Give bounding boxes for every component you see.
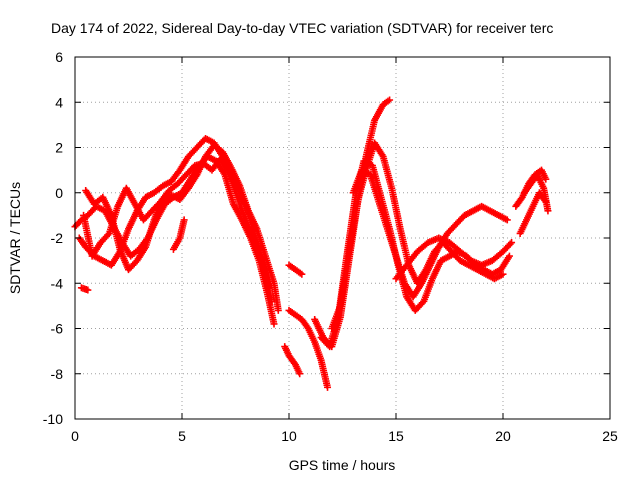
data-point	[508, 239, 516, 247]
series-track-9	[285, 306, 332, 391]
y-tick-label: -4	[51, 275, 64, 291]
y-tick-label: 2	[55, 140, 63, 156]
y-tick-label: -2	[51, 230, 64, 246]
x-tick-label: 20	[495, 428, 511, 444]
gridlines	[75, 57, 610, 419]
data-points	[71, 96, 552, 391]
y-tick-label: -8	[51, 366, 64, 382]
x-tick-label: 0	[71, 428, 79, 444]
series-track-14	[392, 234, 516, 283]
series-track-13	[349, 166, 511, 301]
x-tick-label: 5	[178, 428, 186, 444]
y-tick-label: -10	[43, 411, 63, 427]
series-track-8	[285, 261, 306, 278]
x-tick-label: 10	[281, 428, 297, 444]
data-point	[499, 270, 507, 278]
y-tick-label: 6	[55, 49, 63, 65]
data-point	[270, 320, 278, 328]
x-tick-label: 15	[388, 428, 404, 444]
chart-title: Day 174 of 2022, Sidereal Day-to-day VTE…	[51, 20, 553, 36]
series-track-17	[520, 171, 552, 215]
axis-ticks: 0 5 10 15 20 25 -10 -8 -6 -4 -2 0 2 4 6	[43, 49, 618, 444]
data-point	[296, 370, 304, 378]
data-point	[298, 270, 306, 278]
data-point	[324, 383, 332, 391]
series-track-2	[75, 134, 276, 305]
data-point	[418, 299, 426, 307]
data-point	[505, 252, 513, 260]
data-point	[506, 240, 514, 248]
x-tick-label: 25	[602, 428, 618, 444]
data-point	[542, 175, 550, 183]
data-point	[386, 96, 394, 104]
series-track-5	[77, 284, 92, 294]
y-tick-label: 4	[55, 94, 63, 110]
data-point	[84, 286, 92, 294]
series-track-7	[281, 343, 304, 378]
y-axis-label: SDTVAR / TECUs	[7, 182, 23, 294]
data-point	[503, 216, 511, 224]
series-track-6	[169, 216, 188, 253]
y-tick-label: -6	[51, 321, 64, 337]
series-track-4	[82, 141, 282, 314]
y-tick-label: 0	[55, 185, 63, 201]
data-point	[180, 216, 188, 224]
data-point	[104, 231, 112, 239]
x-axis-label: GPS time / hours	[289, 457, 396, 473]
data-point	[544, 207, 552, 215]
data-point	[274, 306, 282, 314]
